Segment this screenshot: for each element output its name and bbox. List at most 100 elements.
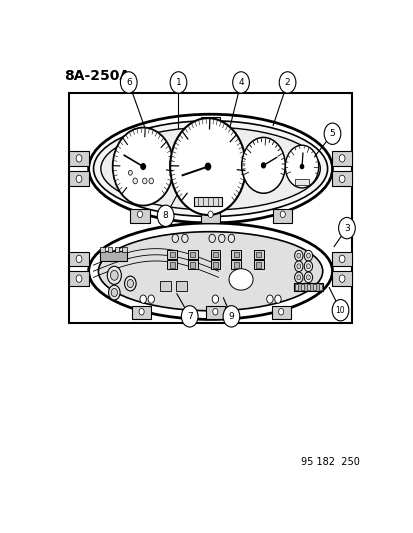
Circle shape [266, 295, 273, 303]
Bar [294, 284, 297, 290]
Bar [200, 117, 220, 127]
Circle shape [209, 235, 215, 243]
Circle shape [261, 163, 265, 168]
Text: 8: 8 [162, 211, 168, 220]
Bar [210, 260, 220, 269]
Bar [231, 250, 240, 259]
Circle shape [124, 276, 136, 291]
Bar [69, 271, 89, 286]
Bar [331, 172, 351, 186]
Text: 8A-250A: 8A-250A [64, 69, 131, 83]
Circle shape [296, 253, 300, 258]
Circle shape [157, 205, 173, 227]
Circle shape [294, 251, 302, 261]
Bar [100, 247, 104, 252]
Text: 95 182  250: 95 182 250 [300, 457, 359, 467]
Circle shape [212, 309, 217, 315]
Bar [212, 252, 217, 257]
Bar [167, 250, 176, 259]
Bar [200, 209, 220, 222]
Bar [188, 260, 197, 269]
Circle shape [172, 235, 178, 243]
Bar [130, 209, 149, 222]
Circle shape [181, 235, 188, 243]
Text: 3: 3 [343, 224, 349, 232]
Circle shape [274, 295, 280, 303]
Bar [69, 93, 351, 322]
Circle shape [338, 275, 344, 282]
Bar [69, 252, 89, 266]
Bar [176, 281, 187, 290]
Bar [159, 281, 171, 290]
Text: 10: 10 [335, 306, 344, 314]
Circle shape [218, 235, 225, 243]
Circle shape [212, 295, 218, 303]
Circle shape [76, 155, 82, 162]
Bar [231, 260, 240, 269]
Bar [253, 260, 263, 269]
Circle shape [228, 235, 234, 243]
Text: 1: 1 [175, 78, 181, 87]
Circle shape [338, 217, 354, 239]
Ellipse shape [88, 223, 332, 319]
Bar [331, 271, 351, 286]
Bar [331, 252, 351, 266]
Circle shape [306, 253, 310, 258]
Ellipse shape [93, 121, 327, 216]
Circle shape [112, 127, 173, 206]
Circle shape [304, 251, 312, 261]
Circle shape [223, 306, 239, 327]
Bar [233, 252, 238, 257]
Circle shape [205, 163, 210, 170]
Circle shape [306, 264, 310, 269]
Circle shape [139, 309, 144, 315]
Bar [210, 250, 220, 259]
Circle shape [232, 72, 249, 93]
Circle shape [338, 175, 344, 183]
Bar [312, 284, 316, 290]
Bar [205, 306, 225, 319]
Circle shape [181, 306, 197, 327]
Circle shape [294, 261, 302, 272]
Circle shape [338, 155, 344, 162]
Circle shape [241, 138, 285, 193]
Bar [169, 252, 174, 257]
Text: 6: 6 [126, 78, 131, 87]
Circle shape [76, 175, 82, 183]
Circle shape [149, 178, 153, 184]
Text: 4: 4 [237, 78, 243, 87]
Bar [256, 252, 261, 257]
Circle shape [306, 275, 310, 280]
Circle shape [76, 255, 82, 263]
Circle shape [133, 178, 137, 184]
Bar [306, 284, 309, 290]
Bar [107, 247, 112, 252]
Circle shape [331, 300, 348, 321]
Bar [69, 172, 89, 186]
Text: 9: 9 [228, 312, 234, 321]
Bar [193, 197, 222, 206]
Circle shape [304, 272, 312, 282]
Circle shape [280, 211, 285, 217]
Circle shape [278, 72, 295, 93]
Text: 7: 7 [186, 312, 192, 321]
Circle shape [296, 275, 300, 280]
Bar [69, 151, 89, 166]
Circle shape [140, 295, 146, 303]
Circle shape [111, 288, 117, 297]
Circle shape [296, 264, 300, 269]
Bar [331, 151, 351, 166]
Circle shape [148, 295, 154, 303]
Ellipse shape [228, 269, 252, 290]
Circle shape [294, 272, 302, 282]
Bar [115, 247, 119, 252]
Bar [318, 284, 321, 290]
Circle shape [140, 164, 145, 169]
Circle shape [207, 211, 213, 217]
Bar [132, 306, 151, 319]
Bar [188, 250, 197, 259]
Circle shape [278, 309, 283, 315]
Bar [300, 284, 303, 290]
Circle shape [323, 123, 340, 144]
Bar [233, 262, 238, 268]
